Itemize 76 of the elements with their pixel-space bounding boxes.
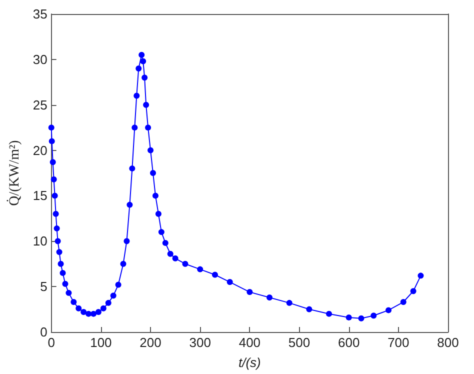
point bbox=[48, 138, 55, 144]
y-tick-label: 15 bbox=[32, 188, 48, 204]
point bbox=[167, 250, 174, 257]
point bbox=[50, 159, 56, 166]
y-tick-label: 35 bbox=[32, 6, 48, 22]
point bbox=[155, 210, 162, 217]
point bbox=[132, 124, 138, 131]
point bbox=[145, 124, 152, 131]
point bbox=[52, 210, 59, 217]
point bbox=[50, 176, 57, 182]
point bbox=[172, 255, 178, 262]
point bbox=[142, 74, 148, 81]
y-axis-title: Q̇/(KW/m²) bbox=[6, 140, 22, 206]
point bbox=[286, 300, 292, 306]
point bbox=[306, 306, 312, 312]
point bbox=[90, 310, 97, 317]
point bbox=[62, 280, 68, 287]
point bbox=[143, 102, 150, 108]
point bbox=[148, 147, 154, 154]
x-tick-label: 100 bbox=[90, 335, 112, 350]
point bbox=[124, 238, 130, 244]
point bbox=[410, 288, 416, 294]
y-tick-label: 10 bbox=[32, 234, 48, 249]
y-tick-label: 0 bbox=[40, 324, 48, 340]
x-tick-label: 700 bbox=[388, 335, 410, 350]
point bbox=[80, 309, 87, 316]
y-tick-label: 30 bbox=[32, 52, 48, 67]
point bbox=[150, 170, 156, 176]
point bbox=[60, 270, 66, 276]
x-tick-label: 200 bbox=[140, 335, 162, 350]
point bbox=[100, 305, 106, 312]
point bbox=[418, 272, 424, 279]
point bbox=[246, 289, 253, 296]
point bbox=[56, 249, 62, 256]
point bbox=[110, 292, 116, 299]
point bbox=[400, 299, 406, 306]
x-tick-label: 500 bbox=[288, 335, 310, 350]
y-tick-label: 5 bbox=[40, 279, 48, 294]
point bbox=[358, 315, 364, 322]
point bbox=[136, 66, 142, 72]
point bbox=[326, 310, 332, 317]
point bbox=[140, 58, 146, 64]
point bbox=[48, 124, 54, 131]
point bbox=[162, 240, 168, 246]
point bbox=[266, 294, 273, 300]
point bbox=[54, 238, 61, 244]
point bbox=[66, 290, 72, 296]
x-tick-label: 600 bbox=[338, 335, 360, 350]
x-axis-title: t/(s) bbox=[238, 355, 261, 370]
point bbox=[226, 279, 233, 286]
x-tick-label: 800 bbox=[437, 335, 459, 350]
point bbox=[54, 225, 60, 232]
point bbox=[105, 300, 112, 306]
point bbox=[134, 92, 140, 99]
point bbox=[52, 192, 58, 199]
x-tick-label: 300 bbox=[189, 335, 211, 350]
point bbox=[120, 260, 126, 267]
point bbox=[129, 165, 136, 172]
y-tick-label: 20 bbox=[32, 142, 48, 158]
point bbox=[95, 309, 102, 316]
point bbox=[212, 272, 218, 278]
point bbox=[138, 52, 145, 58]
point bbox=[346, 314, 352, 320]
point bbox=[76, 305, 82, 312]
point bbox=[115, 282, 122, 288]
x-tick-label: 400 bbox=[238, 335, 261, 350]
point bbox=[158, 229, 164, 236]
point bbox=[386, 307, 392, 314]
point bbox=[70, 299, 77, 306]
point bbox=[152, 192, 158, 199]
point bbox=[58, 260, 64, 267]
point bbox=[126, 202, 133, 208]
point bbox=[182, 260, 188, 267]
point bbox=[197, 266, 204, 272]
y-tick-label: 25 bbox=[32, 97, 48, 112]
point bbox=[370, 312, 377, 319]
